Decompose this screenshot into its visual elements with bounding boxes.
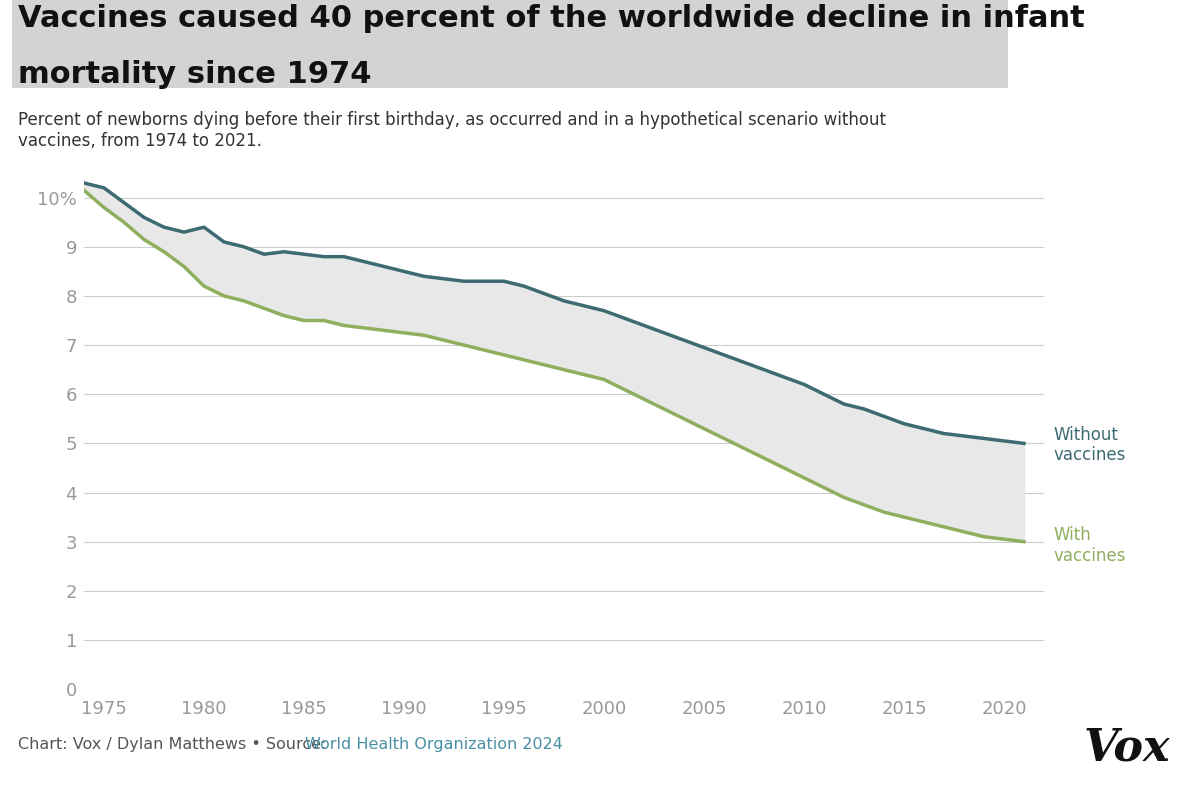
- Text: World Health Organization 2024: World Health Organization 2024: [305, 737, 563, 752]
- Text: mortality since 1974: mortality since 1974: [18, 60, 372, 89]
- Text: With
vaccines: With vaccines: [1054, 527, 1126, 565]
- FancyBboxPatch shape: [12, 0, 1008, 89]
- Text: Vaccines caused 40 percent of the worldwide decline in infant: Vaccines caused 40 percent of the worldw…: [18, 4, 1085, 33]
- Text: Vox: Vox: [1084, 727, 1170, 770]
- Text: Chart: Vox / Dylan Matthews • Source:: Chart: Vox / Dylan Matthews • Source:: [18, 737, 331, 752]
- Text: Without
vaccines: Without vaccines: [1054, 425, 1126, 464]
- Text: Percent of newborns dying before their first birthday, as occurred and in a hypo: Percent of newborns dying before their f…: [18, 111, 886, 150]
